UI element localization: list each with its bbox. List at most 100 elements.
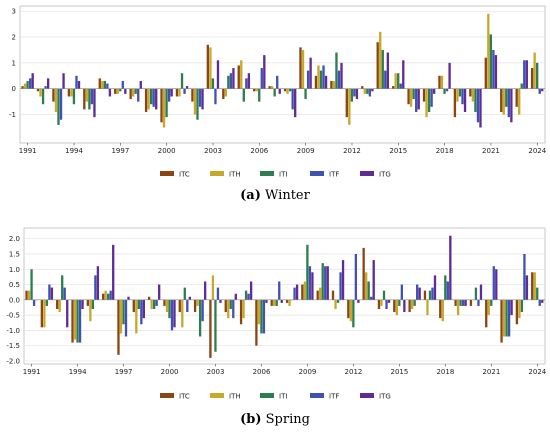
spring-bar-ITG-2024: [541, 299, 544, 303]
spring-bar-ITI-2017: [428, 290, 432, 300]
spring-bar-ITI-1994: [76, 299, 79, 343]
spring-bar-ITF-2022: [507, 299, 511, 337]
spring-bar-ITC-2019: [454, 299, 457, 306]
winter-y-tick-label: 1: [12, 59, 16, 67]
spring-bar-ITF-2012: [354, 253, 358, 300]
winter-bar-ITI-2009: [304, 88, 307, 100]
spring-bar-ITI-1992: [45, 299, 49, 306]
winter-x-tick-label: 2000: [158, 147, 176, 155]
spring-y-tick-label: -1.0: [6, 327, 20, 335]
spring-bar-ITC-2001: [178, 299, 181, 313]
winter-bar-ITC-2017: [422, 88, 426, 102]
spring-bar-ITG-2016: [418, 287, 421, 300]
spring-bar-ITF-2001: [186, 299, 189, 313]
winter-bar-ITG-2022: [510, 88, 513, 123]
winter-bar-ITH-2016: [409, 88, 413, 107]
spring-x-tick-label: 2021: [482, 368, 500, 376]
winter-bar-ITF-2015: [399, 83, 402, 89]
winter-bar-ITI-2020: [474, 88, 477, 112]
spring-x-tick-label: 2003: [207, 368, 225, 376]
winter-bar-ITH-2024: [533, 52, 536, 89]
spring-legend-swatch-ITH: [210, 393, 224, 398]
spring-bar-ITF-2015: [400, 284, 403, 300]
winter-bar-ITC-2004: [222, 88, 225, 100]
spring-bar-chart: -2.0 -1.5 -1.0 -0.5 0.0 0.5 1.0 1.5 2.0 1991 1994 1…: [6, 227, 547, 401]
spring-bar-ITC-1992: [40, 299, 44, 328]
winter-bar-ITG-1992: [46, 78, 50, 89]
spring-legend-swatch-ITG: [360, 393, 374, 398]
winter-bar-ITG-1997: [124, 88, 127, 94]
spring-bar-ITC-2018: [439, 299, 442, 319]
winter-bar-ITG-2001: [185, 86, 189, 89]
spring-legend-swatch-ITC: [160, 393, 174, 398]
winter-bar-ITH-1997: [116, 88, 119, 94]
spring-bar-ITH-2015: [395, 299, 398, 316]
winter-bar-ITF-2010: [322, 65, 325, 89]
winter-bar-ITG-1995: [93, 88, 96, 118]
winter-bar-ITI-2016: [412, 88, 415, 100]
spring-bar-ITH-2016: [410, 299, 414, 309]
winter-bar-ITH-1993: [54, 88, 58, 112]
winter-legend-swatch-ITG: [360, 171, 374, 176]
winter-x-tick-label: 2003: [204, 147, 222, 155]
spring-bar-ITC-1991: [25, 290, 28, 300]
winter-bar-ITF-1994: [75, 75, 78, 89]
spring-bar-ITG-2023: [525, 275, 529, 300]
spring-bar-ITC-2009: [301, 284, 304, 300]
spring-bar-ITG-2021: [495, 269, 498, 300]
spring-bar-ITG-2018: [449, 235, 452, 300]
spring-bar-ITI-2009: [306, 244, 309, 300]
spring-x-tick-label: 2024: [528, 368, 546, 376]
spring-bar-ITH-1992: [43, 299, 46, 328]
spring-bar-ITF-2014: [385, 299, 388, 309]
spring-bar-ITI-2021: [490, 299, 493, 306]
spring-bar-ITF-2006: [262, 299, 266, 334]
winter-chart-panel: -1 0 1 2 3 1991 1994 1997 2000 2003 2006 2009 2012 20…: [0, 0, 550, 210]
spring-bar-ITG-2002: [203, 281, 207, 300]
winter-bar-ITH-2008: [286, 88, 289, 94]
winter-bar-ITH-2019: [456, 88, 459, 102]
spring-bar-ITF-1998: [140, 299, 143, 325]
winter-bar-ITC-1999: [144, 88, 148, 112]
spring-bar-ITF-2017: [431, 287, 434, 300]
spring-bar-ITH-1994: [73, 299, 77, 340]
winter-bar-ITF-2020: [476, 88, 480, 123]
winter-x-tick-label: 2006: [250, 147, 268, 155]
winter-bar-ITF-2021: [492, 49, 495, 89]
winter-legend-label-ITI: ITI: [279, 171, 287, 179]
spring-bar-ITG-1994: [81, 299, 84, 309]
winter-y-tick-label: 3: [12, 8, 16, 16]
spring-bar-ITG-2000: [173, 299, 176, 328]
spring-bar-ITI-2023: [520, 299, 524, 313]
winter-bar-ITF-1997: [121, 80, 124, 89]
spring-bar-ITC-1995: [86, 299, 89, 306]
spring-bar-ITF-2020: [477, 299, 480, 306]
winter-bar-ITI-1992: [41, 88, 45, 105]
winter-bar-ITG-2021: [494, 55, 498, 89]
winter-bar-ITC-2010: [314, 75, 318, 89]
winter-bar-ITH-1996: [101, 80, 104, 89]
winter-bar-ITH-2002: [193, 88, 197, 115]
winter-bar-ITF-2006: [260, 68, 263, 89]
spring-bar-ITI-1995: [91, 299, 95, 309]
spring-bar-ITC-2024: [531, 272, 534, 300]
winter-bar-ITG-2008: [294, 88, 297, 118]
winter-bar-ITH-2020: [471, 88, 475, 102]
winter-bar-ITG-1993: [62, 73, 65, 89]
winter-bar-ITF-2009: [306, 70, 310, 89]
winter-caption-text: Winter: [265, 188, 310, 203]
winter-bar-ITH-2009: [301, 49, 305, 89]
winter-bar-ITG-2004: [232, 68, 235, 89]
winter-bar-ITI-2005: [242, 88, 245, 102]
winter-bar-ITH-2005: [240, 60, 243, 89]
winter-bar-ITC-2002: [191, 88, 194, 102]
winter-bar-ITI-2008: [288, 88, 292, 92]
spring-bar-ITI-1997: [122, 299, 125, 325]
spring-bar-ITI-2011: [336, 299, 340, 303]
spring-bar-ITH-1999: [150, 299, 153, 309]
spring-bar-ITC-1997: [117, 299, 120, 355]
spring-bar-ITG-2020: [479, 284, 483, 300]
spring-bar-ITI-2007: [275, 299, 278, 306]
spring-bar-ITH-2018: [441, 299, 444, 322]
spring-bar-ITI-2002: [198, 299, 202, 337]
